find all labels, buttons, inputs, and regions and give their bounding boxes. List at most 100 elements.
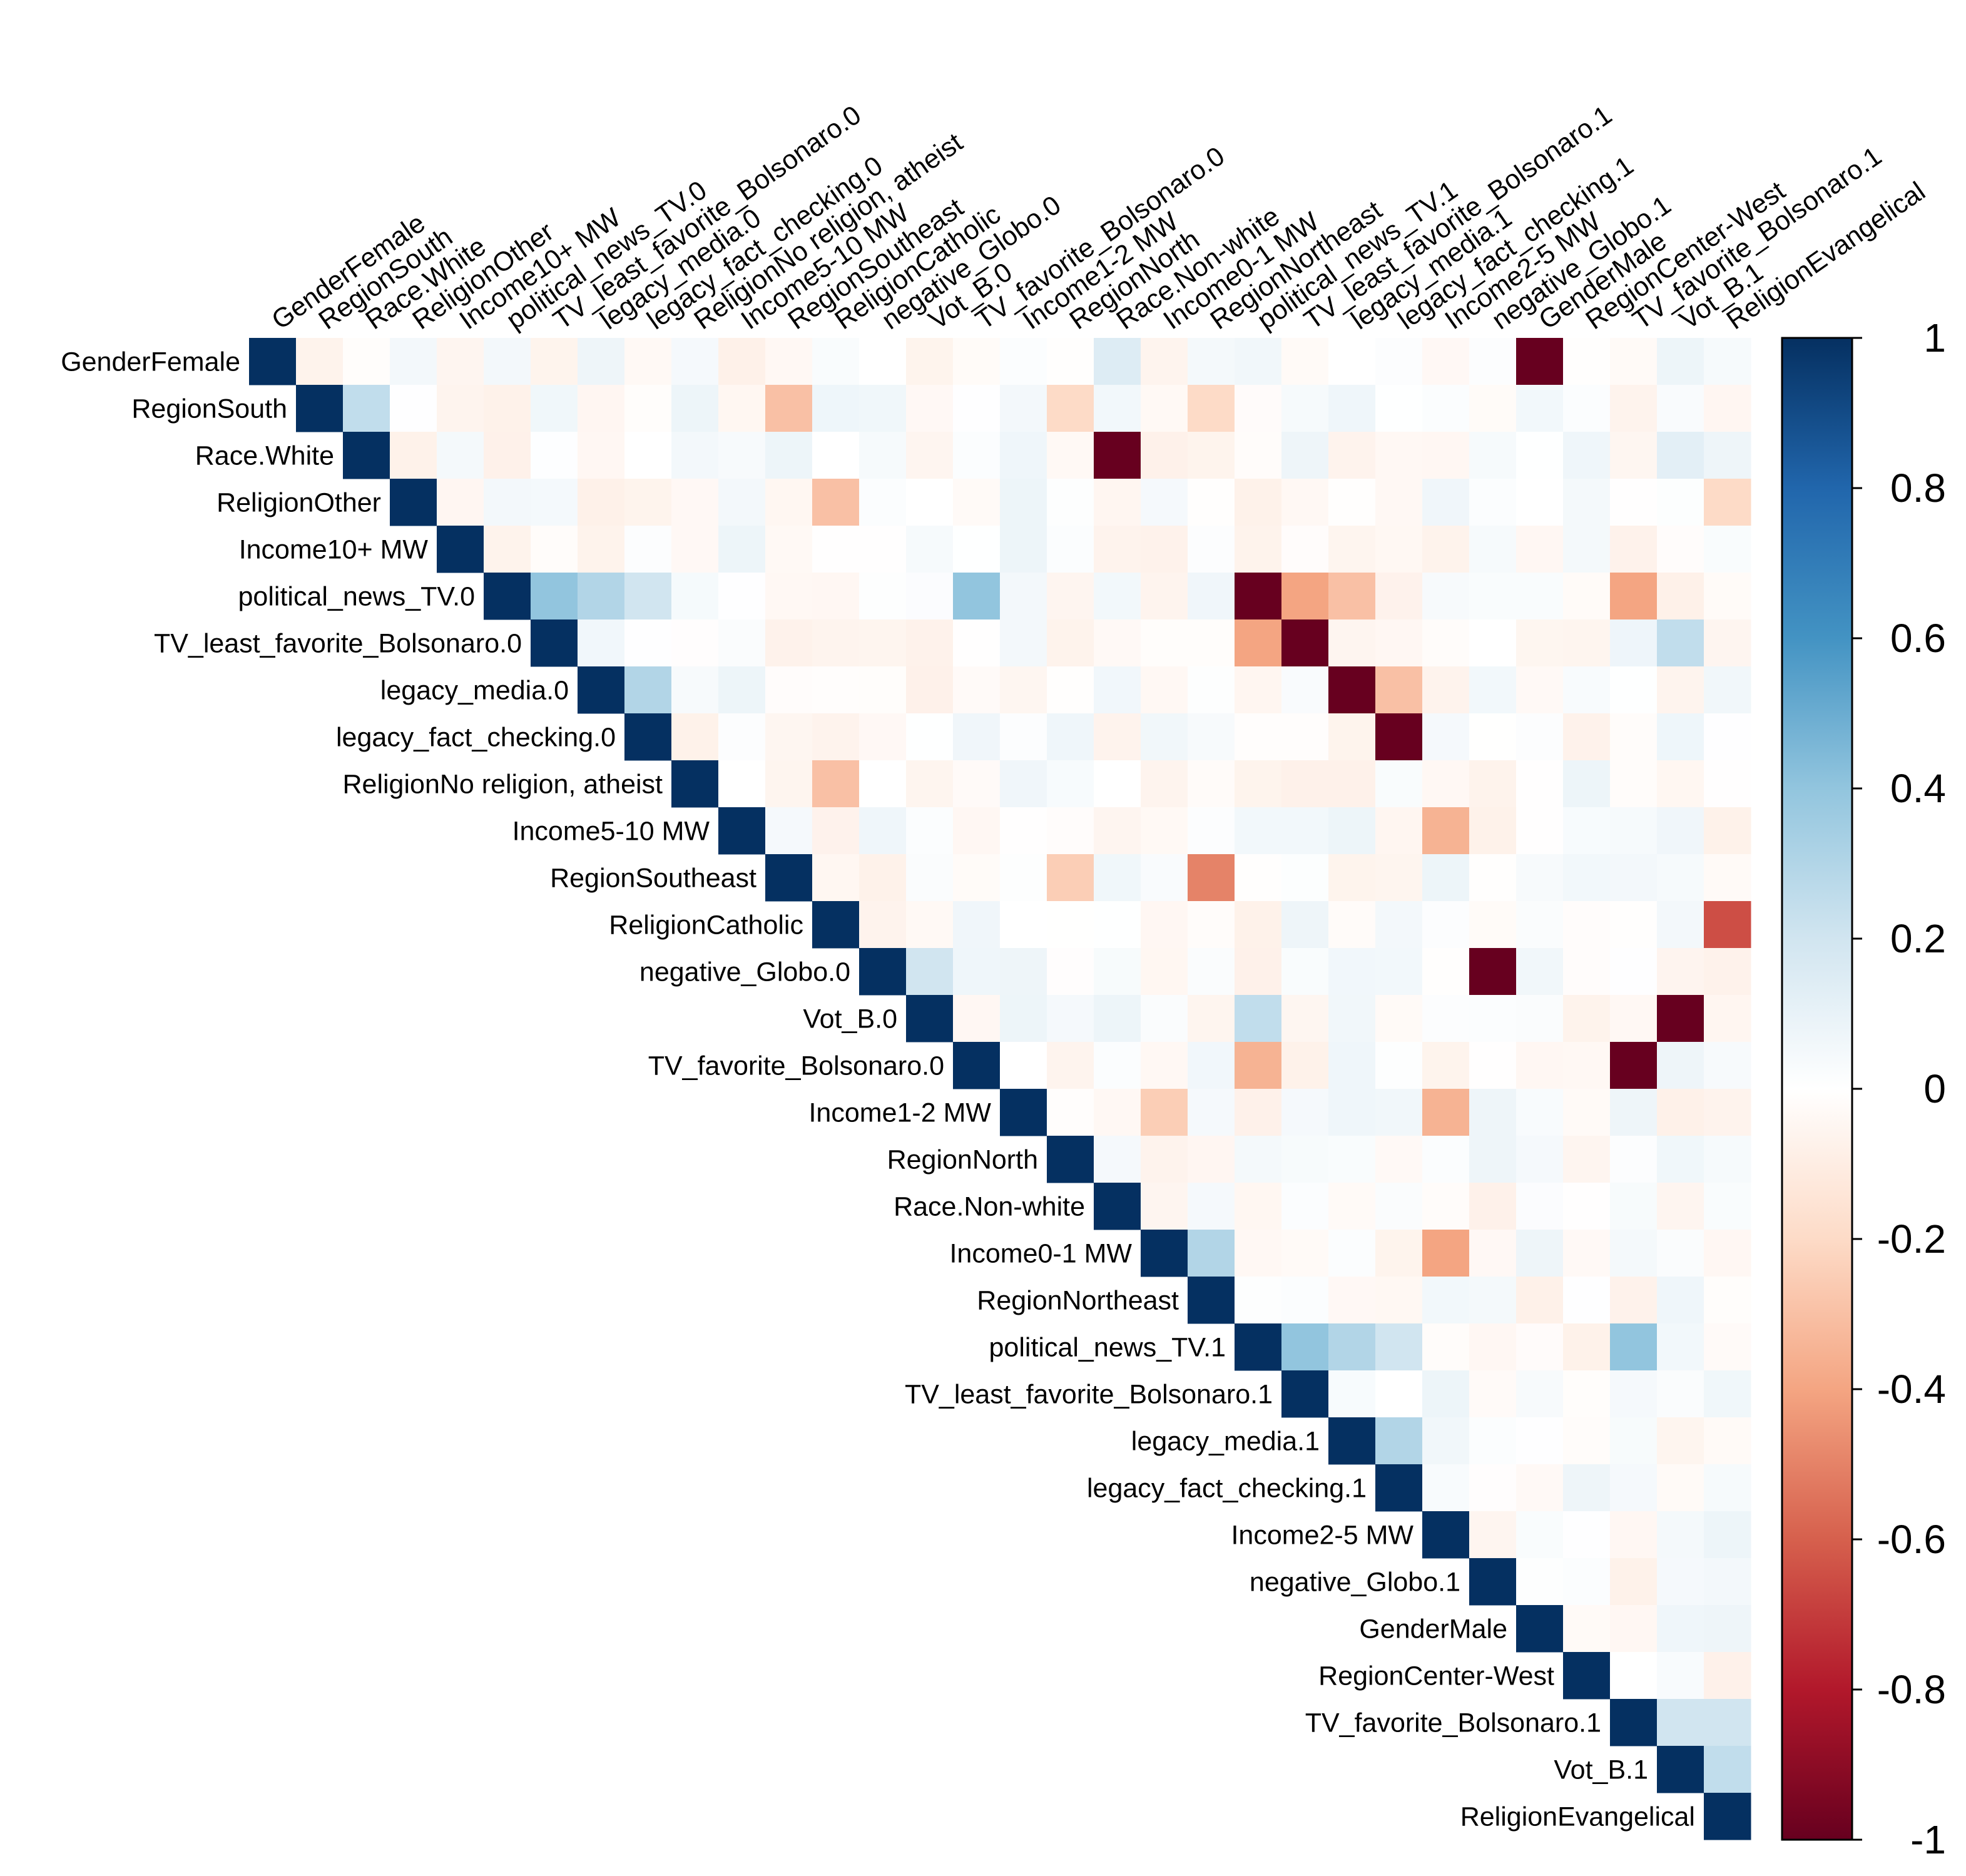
heatmap-cell xyxy=(1375,1136,1423,1183)
heatmap-cell xyxy=(1657,666,1704,714)
heatmap-cell xyxy=(1047,948,1094,996)
heatmap-cell xyxy=(1422,901,1470,949)
heatmap-cell xyxy=(1047,995,1094,1043)
heatmap-cell xyxy=(1563,573,1611,620)
row-label: ReligionOther xyxy=(216,488,381,518)
heatmap-cell xyxy=(1235,995,1282,1043)
heatmap-cell xyxy=(1094,619,1141,667)
heatmap-cell xyxy=(1281,666,1329,714)
heatmap-cell xyxy=(1516,432,1564,479)
heatmap-cell xyxy=(765,432,813,479)
row-label: Vot_B.0 xyxy=(803,1004,897,1034)
heatmap-cell xyxy=(1094,901,1141,949)
colorbar-ticks: 1 0.8 0.6 0.4 0.2 0 -0.2 -0.4 -0.6 -0.8 -1 xyxy=(1852,315,1946,1862)
row-label: negative_Globo.0 xyxy=(639,957,850,987)
heatmap-cell xyxy=(1047,338,1094,385)
row-label: legacy_fact_checking.0 xyxy=(336,723,616,753)
heatmap-cell xyxy=(1610,526,1658,573)
heatmap-cell xyxy=(1000,479,1047,526)
heatmap-cell xyxy=(1235,901,1282,949)
heatmap-cell xyxy=(1469,1136,1517,1183)
heatmap-cell xyxy=(765,526,813,573)
heatmap-cell xyxy=(671,479,719,526)
heatmap-cell xyxy=(1704,1417,1751,1465)
heatmap-cell xyxy=(718,713,766,761)
heatmap-cell xyxy=(1610,1323,1658,1371)
heatmap-cell xyxy=(1235,760,1282,808)
heatmap-cell xyxy=(1375,1464,1423,1512)
heatmap-cell xyxy=(1188,526,1235,573)
heatmap-cell xyxy=(906,995,954,1043)
heatmap-cell xyxy=(953,573,1001,620)
row-label: TV_favorite_Bolsonaro.1 xyxy=(1305,1708,1601,1738)
heatmap-cell xyxy=(1516,573,1564,620)
heatmap-cell xyxy=(953,854,1001,902)
heatmap-cell xyxy=(1563,948,1611,996)
row-label: Income10+ MW xyxy=(239,535,429,565)
heatmap-cell xyxy=(1375,526,1423,573)
heatmap-cell xyxy=(1235,338,1282,385)
row-label: TV_least_favorite_Bolsonaro.0 xyxy=(154,629,522,659)
heatmap-cell xyxy=(953,666,1001,714)
heatmap-cell xyxy=(1422,573,1470,620)
heatmap-cell xyxy=(1375,1370,1423,1418)
heatmap-cell xyxy=(859,901,907,949)
heatmap-cell xyxy=(1000,526,1047,573)
heatmap-cell xyxy=(1516,1277,1564,1324)
heatmap-cell xyxy=(953,619,1001,667)
heatmap-cell xyxy=(671,432,719,479)
heatmap-cell xyxy=(343,338,390,385)
heatmap-cell xyxy=(624,338,672,385)
heatmap-cell xyxy=(1469,1511,1517,1559)
heatmap-cell xyxy=(1328,1089,1376,1136)
heatmap-cell xyxy=(1000,854,1047,902)
heatmap-cell xyxy=(1563,713,1611,761)
heatmap-cell xyxy=(1328,995,1376,1043)
heatmap-cell xyxy=(1094,1183,1141,1230)
heatmap-cell xyxy=(765,807,813,855)
heatmap-cell xyxy=(1704,385,1751,432)
row-label: political_news_TV.0 xyxy=(238,582,475,612)
heatmap-cell xyxy=(1563,1370,1611,1418)
heatmap-cell xyxy=(1563,338,1611,385)
heatmap-cell xyxy=(1610,760,1658,808)
heatmap-cell xyxy=(1188,573,1235,620)
heatmap-cell xyxy=(953,807,1001,855)
heatmap-cell xyxy=(1563,1042,1611,1089)
heatmap-cell xyxy=(1610,807,1658,855)
heatmap-cell xyxy=(1704,1042,1751,1089)
heatmap-cell xyxy=(1328,1136,1376,1183)
heatmap-cell xyxy=(1375,573,1423,620)
heatmap-cell xyxy=(296,385,344,432)
row-label: RegionSouth xyxy=(131,394,287,424)
heatmap-cell xyxy=(1704,1511,1751,1559)
heatmap-cell xyxy=(1188,385,1235,432)
heatmap-cell xyxy=(1328,338,1376,385)
heatmap-cell xyxy=(812,526,860,573)
heatmap-cell xyxy=(1422,1277,1470,1324)
heatmap-cell xyxy=(1375,479,1423,526)
heatmap-cell xyxy=(1375,1323,1423,1371)
heatmap-cell xyxy=(1422,1230,1470,1277)
heatmap-cell xyxy=(484,432,531,479)
row-label: legacy_media.1 xyxy=(1131,1427,1320,1457)
heatmap-cell xyxy=(1188,995,1235,1043)
heatmap-cell xyxy=(1281,713,1329,761)
heatmap-cell xyxy=(1328,666,1376,714)
heatmap-cell xyxy=(1563,1558,1611,1606)
heatmap-cell xyxy=(1469,1464,1517,1512)
heatmap-cell xyxy=(953,432,1001,479)
heatmap-cell xyxy=(1516,1370,1564,1418)
heatmap-cell xyxy=(1141,479,1188,526)
heatmap-cell xyxy=(437,432,484,479)
heatmap-cell xyxy=(812,854,860,902)
colorbar-tick-label: 0.6 xyxy=(1890,616,1946,661)
heatmap-cell xyxy=(1657,901,1704,949)
heatmap-cell xyxy=(1281,1089,1329,1136)
heatmap-cell xyxy=(1516,948,1564,996)
heatmap-cell xyxy=(390,432,437,479)
heatmap-cell xyxy=(484,385,531,432)
heatmap-cell xyxy=(1469,526,1517,573)
heatmap-cell xyxy=(1516,1323,1564,1371)
heatmap-cell xyxy=(1610,948,1658,996)
